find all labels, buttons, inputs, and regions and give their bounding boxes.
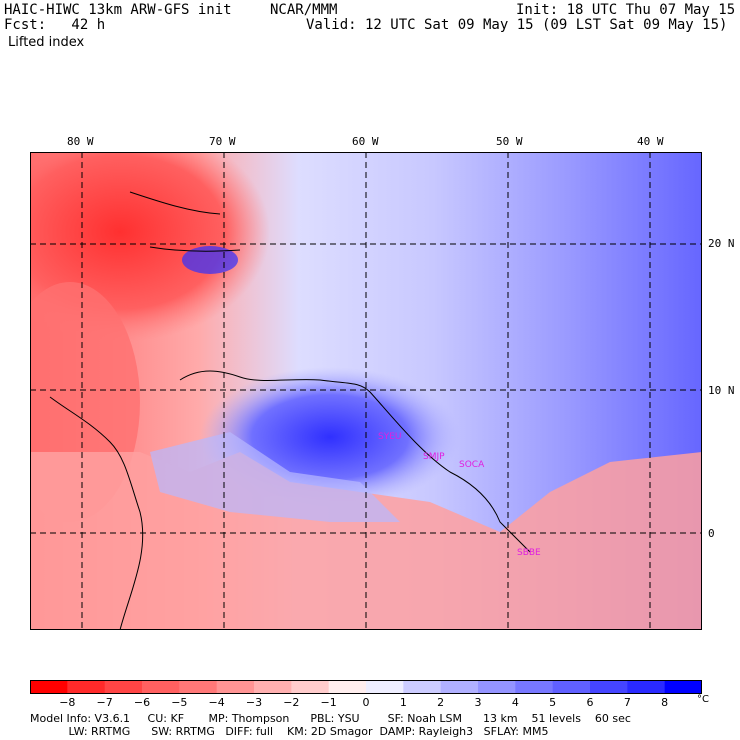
colorbar-swatch (627, 680, 666, 694)
station-smjp: SMJP (423, 452, 445, 462)
valid-time: Valid: 12 UTC Sat 09 May 15 (09 LST Sat … (306, 17, 728, 33)
colorbar-label: −8 (59, 696, 76, 709)
station-syeu: SYEU (378, 432, 402, 442)
colorbar-swatch (440, 680, 479, 694)
colorbar-swatch (254, 680, 292, 694)
model-info-line2: LW: RRTMG SW: RRTMG DIFF: full KM: 2D Sm… (30, 725, 549, 738)
lon-label-80w: 80 W (67, 135, 94, 148)
lat-label-0: 0 (708, 527, 715, 540)
colorbar-label: 1 (399, 696, 407, 709)
colorbar-swatch (142, 680, 180, 694)
colorbar-label: −3 (245, 696, 263, 709)
lifted-index-map (30, 152, 702, 630)
lon-label-60w: 60 W (352, 135, 379, 148)
colorbar-swatch (590, 680, 628, 694)
colorbar-swatch (403, 680, 442, 694)
colorbar-label: −4 (208, 696, 225, 709)
colorbar-swatch (552, 680, 591, 694)
station-soca: SOCA (459, 460, 485, 470)
colorbar-swatch (478, 680, 516, 694)
lat-lon-grid (30, 152, 702, 630)
colorbar-label: 3 (474, 696, 482, 709)
model-info-line1: Model Info: V3.6.1 CU: KF MP: Thompson P… (30, 712, 631, 725)
lat-label-20n: 20 N (708, 237, 735, 250)
org-label: NCAR/MMM (270, 2, 338, 18)
lon-label-50w: 50 W (496, 135, 523, 148)
colorbar-swatch (104, 680, 143, 694)
lat-label-10n: 10 N (708, 384, 735, 397)
colorbar-label: 6 (586, 696, 594, 709)
colorbar-swatch (664, 680, 702, 694)
colorbar-swatch (515, 680, 554, 694)
colorbar-label: 7 (623, 696, 631, 709)
lon-label-40w: 40 W (637, 135, 664, 148)
colorbar-label: −6 (133, 696, 151, 709)
colorbar (30, 680, 702, 694)
colorbar-label: −7 (96, 696, 113, 709)
colorbar-label: 8 (661, 696, 669, 709)
colorbar-unit: °C (697, 694, 709, 705)
init-time: Init: 18 UTC Thu 07 May 15 (516, 2, 736, 18)
colorbar-label: 2 (437, 696, 445, 709)
colorbar-label: 5 (549, 696, 557, 709)
colorbar-swatch (216, 680, 255, 694)
colorbar-swatch (328, 680, 367, 694)
station-sbbe: SBBE (517, 548, 541, 558)
field-name: Lifted index (8, 35, 85, 50)
colorbar-label: −5 (171, 696, 188, 709)
colorbar-label: −2 (283, 696, 300, 709)
model-title: HAIC-HIWC 13km ARW-GFS init (4, 2, 232, 18)
colorbar-label: 4 (511, 696, 519, 709)
forecast-hour: Fcst: 42 h (4, 17, 106, 33)
colorbar-label: −1 (320, 696, 337, 709)
colorbar-label: 0 (362, 696, 370, 709)
colorbar-swatch (179, 680, 218, 694)
colorbar-swatch (291, 680, 330, 694)
colorbar-swatch (67, 680, 106, 694)
colorbar-swatch (30, 680, 68, 694)
lon-label-70w: 70 W (209, 135, 236, 148)
colorbar-swatch (366, 680, 404, 694)
coastline (179, 370, 531, 553)
